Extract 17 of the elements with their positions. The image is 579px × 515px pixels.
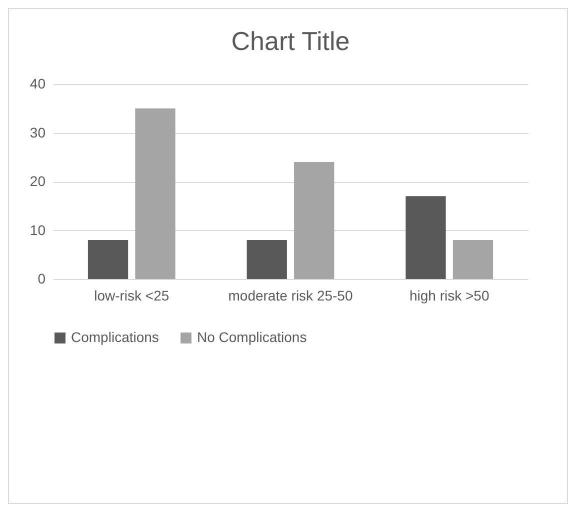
x-tick-label: low-risk <25 — [94, 288, 170, 304]
bar — [452, 240, 494, 279]
y-tick-label: 20 — [30, 173, 46, 189]
y-tick-label: 40 — [30, 76, 46, 92]
y-tick-label: 10 — [30, 222, 46, 238]
bar — [135, 108, 176, 279]
x-tick-label: high risk >50 — [409, 288, 490, 304]
chart-title: Chart Title — [231, 26, 350, 56]
legend-label: Complications — [71, 329, 159, 345]
bar — [406, 196, 446, 279]
legend-label: No Complications — [197, 329, 307, 345]
bar — [246, 240, 287, 279]
y-tick-label: 30 — [30, 124, 46, 140]
x-tick-label: moderate risk 25-50 — [228, 288, 353, 304]
y-tick-label: 0 — [38, 270, 46, 286]
bar — [294, 162, 334, 279]
bar — [88, 240, 128, 279]
